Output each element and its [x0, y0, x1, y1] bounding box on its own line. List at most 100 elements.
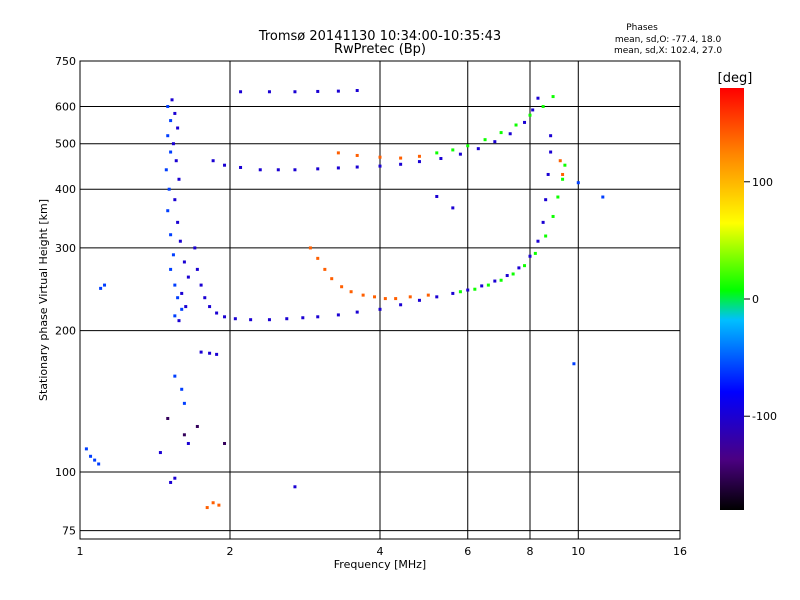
- data-point: [417, 160, 421, 164]
- data-point: [451, 206, 455, 210]
- data-point: [439, 157, 443, 161]
- data-point: [211, 501, 215, 505]
- data-point: [493, 140, 497, 144]
- data-point: [451, 148, 455, 152]
- colorbar-ticks: 100 0 -100: [744, 176, 777, 423]
- data-point: [182, 260, 186, 264]
- chart-subtitle: RwPretec (Bp): [334, 42, 426, 57]
- data-point: [84, 447, 88, 451]
- data-point: [533, 251, 537, 255]
- chart-title: Tromsø 20141130 10:34:00-10:35:43: [258, 29, 501, 44]
- data-point: [233, 317, 237, 321]
- data-point: [166, 105, 170, 109]
- data-point: [180, 387, 184, 391]
- data-point: [223, 163, 227, 167]
- phase-info-x: mean, sd,X: 102.4, 27.0: [614, 46, 722, 56]
- data-point: [177, 319, 181, 323]
- data-point: [336, 89, 340, 93]
- data-point: [417, 154, 421, 158]
- data-point: [340, 285, 344, 289]
- y-tick-label: 500: [55, 138, 76, 151]
- data-point: [176, 126, 180, 130]
- data-point: [205, 506, 209, 510]
- y-tick-label: 600: [55, 101, 76, 114]
- data-point: [541, 105, 545, 109]
- data-point: [355, 165, 359, 169]
- data-point: [361, 293, 365, 297]
- data-point: [493, 279, 497, 283]
- data-point: [531, 108, 535, 112]
- data-point: [435, 194, 439, 198]
- data-point: [223, 441, 227, 445]
- data-point: [164, 168, 168, 172]
- data-point: [426, 293, 430, 297]
- data-point: [169, 119, 173, 123]
- phase-info-o: mean, sd,O: -77.4, 18.0: [615, 35, 722, 45]
- data-point: [378, 155, 382, 159]
- x-tick-label: 4: [377, 545, 384, 558]
- data-point: [171, 253, 175, 257]
- data-point: [505, 274, 509, 278]
- data-point: [173, 374, 177, 378]
- data-point: [186, 441, 190, 445]
- data-point: [336, 313, 340, 317]
- x-tick-label: 6: [464, 545, 471, 558]
- phase-info-heading: Phases: [626, 23, 658, 33]
- data-point: [383, 297, 387, 301]
- data-point: [171, 142, 175, 146]
- data-point: [528, 113, 532, 117]
- data-point: [316, 89, 320, 93]
- data-point: [285, 317, 289, 321]
- data-point: [173, 314, 177, 318]
- data-point: [293, 90, 297, 94]
- y-tick-label: 100: [55, 466, 76, 479]
- data-point: [199, 283, 203, 287]
- data-point: [551, 95, 555, 99]
- data-point: [173, 476, 177, 480]
- colorbar-tick-label: 0: [752, 293, 759, 306]
- data-point: [399, 156, 403, 160]
- data-point: [480, 284, 484, 288]
- y-tick-label: 300: [55, 242, 76, 255]
- data-point: [508, 132, 512, 136]
- data-point: [451, 291, 455, 295]
- data-point: [536, 96, 540, 100]
- data-point: [169, 267, 173, 271]
- data-point: [336, 151, 340, 155]
- data-point: [483, 138, 487, 142]
- data-point: [176, 296, 180, 300]
- data-point: [174, 159, 178, 163]
- x-tick-label: 2: [227, 545, 234, 558]
- data-point: [249, 318, 253, 322]
- data-point: [182, 433, 186, 437]
- data-point: [173, 283, 177, 287]
- data-point: [103, 283, 107, 287]
- data-point: [308, 246, 312, 250]
- x-tick-label: 10: [571, 545, 585, 558]
- data-point: [511, 272, 515, 276]
- data-point: [195, 267, 199, 271]
- data-point: [180, 291, 184, 295]
- data-point: [523, 120, 527, 124]
- x-axis-ticks: 1 2 4 6 8 10 16: [77, 545, 688, 558]
- data-point: [199, 350, 203, 354]
- y-axis-ticks: 75 100 200 300 400 500 600 750: [55, 55, 76, 538]
- data-point: [373, 295, 377, 299]
- data-point: [528, 254, 532, 258]
- data-point: [486, 283, 490, 287]
- data-point: [399, 303, 403, 307]
- data-point: [458, 152, 462, 156]
- data-point: [158, 451, 162, 455]
- data-point: [561, 177, 565, 181]
- data-point: [166, 209, 170, 213]
- y-tick-label: 200: [55, 325, 76, 338]
- data-point: [336, 166, 340, 170]
- data-point: [89, 454, 93, 458]
- data-point: [99, 286, 103, 290]
- y-tick-label: 400: [55, 183, 76, 196]
- data-point: [166, 416, 170, 420]
- data-point: [561, 172, 565, 176]
- x-tick-label: 8: [527, 545, 534, 558]
- data-point: [170, 98, 174, 102]
